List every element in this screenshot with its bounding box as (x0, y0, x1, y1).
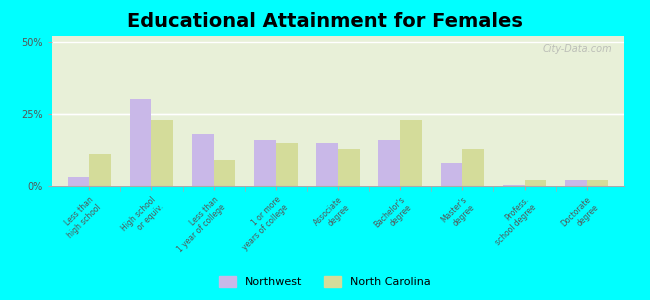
Bar (587, 180, 608, 186)
Bar (130, 100, 151, 186)
Bar (317, 143, 338, 186)
Bar (400, 120, 422, 186)
Bar (378, 140, 400, 186)
Text: Educational Attainment for Females: Educational Attainment for Females (127, 12, 523, 31)
Bar (276, 143, 298, 186)
Bar (192, 134, 214, 186)
Bar (254, 140, 276, 186)
Bar (441, 163, 462, 186)
Bar (89, 154, 111, 186)
Bar (151, 120, 174, 186)
Text: City-Data.com: City-Data.com (543, 44, 612, 53)
Bar (338, 148, 359, 186)
Bar (525, 180, 546, 186)
Bar (502, 184, 525, 186)
Legend: Northwest, North Carolina: Northwest, North Carolina (215, 271, 435, 291)
Bar (68, 177, 89, 186)
Bar (462, 148, 484, 186)
Bar (565, 180, 587, 186)
Bar (214, 160, 235, 186)
